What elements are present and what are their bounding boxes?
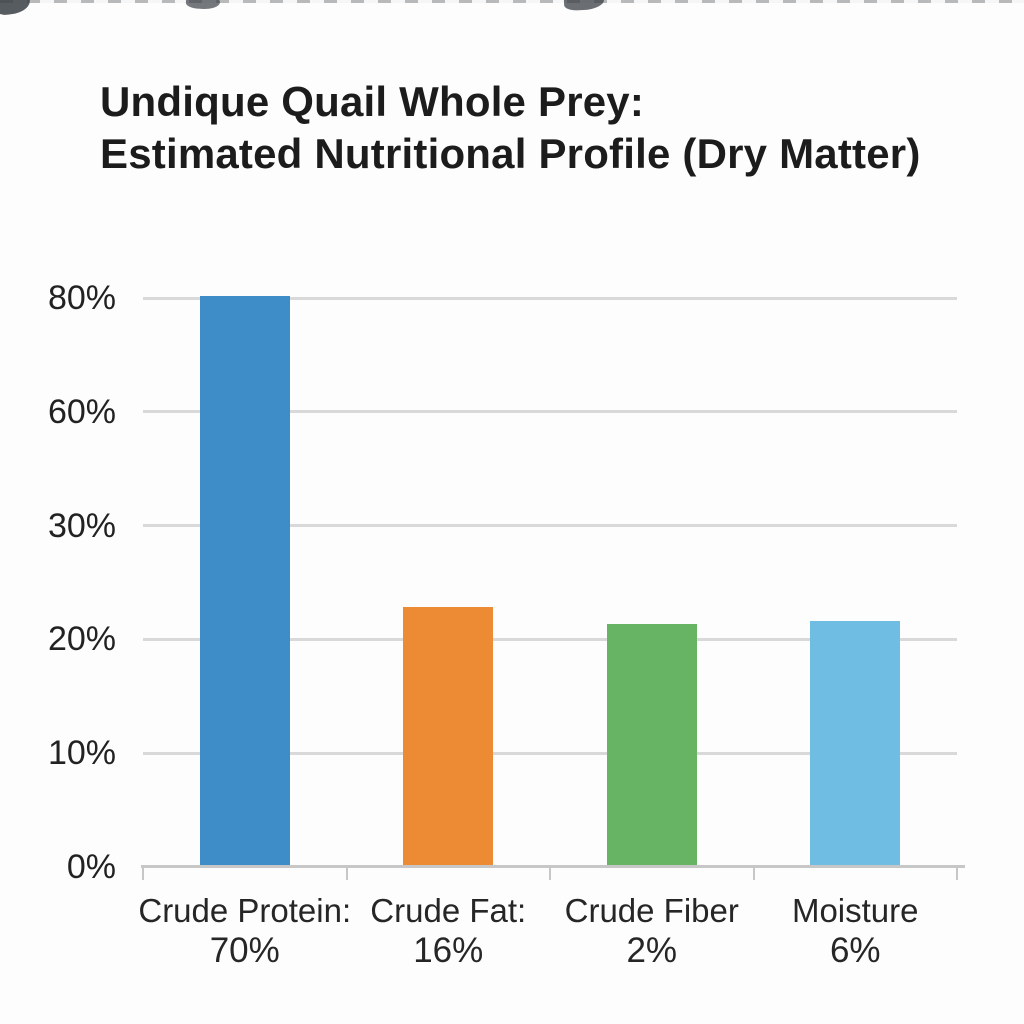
x-category-label: Crude Fat: 16% bbox=[338, 891, 558, 971]
top-edge-artifact-strip bbox=[0, 0, 1024, 3]
chart-title: Undique Quail Whole Prey: Estimated Nutr… bbox=[100, 76, 921, 180]
x-category-label-line1: Crude Protein: bbox=[138, 892, 352, 929]
gridline bbox=[143, 637, 957, 641]
y-tick-label: 60% bbox=[47, 392, 116, 431]
x-tick bbox=[142, 866, 144, 880]
bar bbox=[606, 624, 697, 867]
x-category-label: Moisture 6% bbox=[745, 891, 965, 971]
chart-title-line2: Estimated Nutritional Profile (Dry Matte… bbox=[100, 130, 921, 177]
x-category-value-line2: 6% bbox=[829, 931, 881, 970]
y-tick-label: 20% bbox=[47, 620, 116, 659]
x-tick bbox=[752, 866, 755, 880]
x-axis-line bbox=[141, 865, 965, 868]
x-category-label-line1: Crude Fat: bbox=[370, 892, 527, 929]
chart-title-line1: Undique Quail Whole Prey: bbox=[100, 78, 645, 125]
gridline bbox=[143, 751, 957, 755]
y-tick-label: 10% bbox=[47, 734, 116, 773]
x-category-label: Crude Fiber 2% bbox=[542, 891, 762, 971]
x-category-label-line1: Moisture bbox=[791, 892, 919, 929]
bar bbox=[810, 620, 901, 867]
x-category-value-line2: 2% bbox=[626, 931, 678, 970]
x-category-label-line1: Crude Fiber bbox=[564, 892, 739, 929]
gridline bbox=[143, 410, 957, 414]
x-tick bbox=[549, 866, 551, 880]
y-tick-label: 80% bbox=[47, 279, 116, 317]
x-tick bbox=[345, 866, 348, 880]
gridline bbox=[143, 296, 957, 300]
x-category-value-line2: 16% bbox=[413, 931, 484, 970]
x-category-label: Crude Protein: 70% bbox=[135, 891, 355, 971]
y-tick-label: 30% bbox=[47, 506, 116, 545]
bar bbox=[199, 295, 290, 867]
y-tick-label: 0% bbox=[66, 848, 116, 886]
bar bbox=[403, 606, 494, 867]
x-category-value-line2: 70% bbox=[209, 931, 280, 970]
gridline bbox=[143, 524, 957, 528]
x-tick bbox=[956, 866, 958, 880]
